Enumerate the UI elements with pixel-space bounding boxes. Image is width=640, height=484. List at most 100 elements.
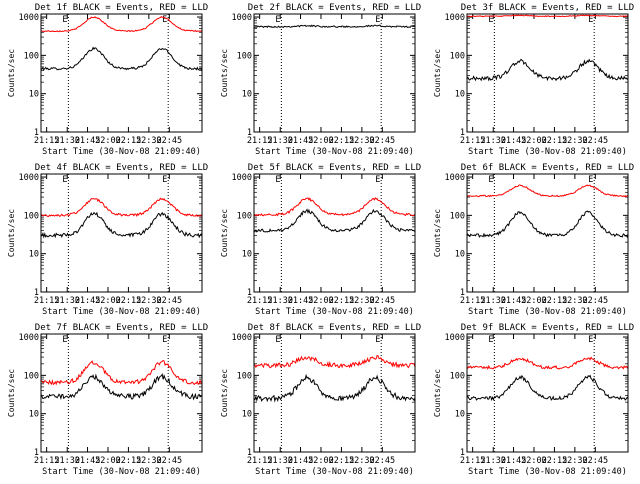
- x-tick-label: 22:30: [562, 296, 588, 306]
- x-tick-label: 21:30: [267, 296, 293, 306]
- y-tick-label: 1: [34, 128, 39, 138]
- interval-marker-label: E: [275, 15, 280, 25]
- y-tick-label: 10: [242, 410, 252, 420]
- x-axis-label: Start Time (30-Nov-08 21:09:40): [468, 307, 627, 317]
- y-tick-label: 100: [24, 211, 39, 221]
- panel-title: Det 1f BLACK = Events, RED = LLD: [35, 3, 208, 13]
- x-tick-label: 22:15: [542, 296, 568, 306]
- plot-frame: [40, 333, 203, 453]
- x-tick-label: 21:45: [288, 136, 314, 146]
- events-series-line: [254, 24, 416, 29]
- x-tick-label: 22:30: [136, 136, 162, 146]
- y-tick-label: 1000: [445, 13, 465, 23]
- x-tick-label: 21:15: [460, 136, 486, 146]
- x-tick-label: 22:30: [562, 456, 588, 466]
- x-tick-label: 21:45: [75, 456, 101, 466]
- x-tick-label: 22:30: [349, 136, 375, 146]
- y-tick-label: 100: [24, 51, 39, 61]
- x-tick-label: 21:45: [75, 296, 101, 306]
- x-tick-label: 22:45: [583, 456, 609, 466]
- x-tick-label: 21:15: [34, 456, 60, 466]
- y-tick-label: 100: [450, 51, 465, 61]
- x-tick-label: 21:30: [54, 136, 80, 146]
- y-tick-label: 1000: [19, 173, 39, 183]
- x-tick-label: 21:30: [54, 296, 80, 306]
- x-tick-label: 22:00: [521, 456, 547, 466]
- events-series-line: [253, 373, 416, 403]
- y-tick-label: 1: [460, 288, 465, 298]
- x-tick-label: 22:30: [136, 456, 162, 466]
- x-tick-label: 22:45: [370, 136, 396, 146]
- plot-frame: [466, 333, 629, 453]
- panel-title: Det 5f BLACK = Events, RED = LLD: [248, 163, 421, 173]
- plot-frame: [466, 173, 629, 293]
- y-tick-label: 1000: [445, 173, 465, 183]
- x-tick-label: 22:45: [157, 296, 183, 306]
- y-tick-label: 100: [237, 51, 252, 61]
- y-tick-label: 10: [242, 90, 252, 100]
- y-tick-label: 100: [450, 371, 465, 381]
- x-axis-label: Start Time (30-Nov-08 21:09:40): [255, 467, 414, 477]
- x-tick-label: 21:30: [480, 296, 506, 306]
- lld-series-line: [253, 354, 416, 369]
- detector-panel: Det 2f BLACK = Events, RED = LLD Counts/s…: [220, 3, 421, 157]
- events-series-line: [40, 46, 203, 71]
- y-tick-label: 1000: [232, 173, 252, 183]
- x-tick-label: 21:15: [34, 136, 60, 146]
- lld-series-line: [466, 184, 629, 198]
- panel-title: Det 7f BLACK = Events, RED = LLD: [35, 323, 208, 333]
- events-series-line: [253, 208, 416, 233]
- detector-panel: Det 1f BLACK = Events, RED = LLD Counts/s…: [7, 3, 208, 157]
- x-tick-label: 21:30: [267, 456, 293, 466]
- y-tick-label: 1: [460, 128, 465, 138]
- y-tick-label: 1: [34, 448, 39, 458]
- x-tick-label: 21:45: [75, 136, 101, 146]
- interval-marker-label: E: [62, 335, 67, 345]
- y-axis-label: Counts/sec: [433, 209, 442, 257]
- x-tick-label: 21:30: [267, 136, 293, 146]
- x-axis-label: Start Time (30-Nov-08 21:09:40): [468, 467, 627, 477]
- detector-panel: Det 5f BLACK = Events, RED = LLD Counts/s…: [220, 163, 421, 317]
- detector-panel: Det 3f BLACK = Events, RED = LLD Counts/s…: [433, 3, 634, 157]
- x-tick-label: 22:15: [116, 296, 142, 306]
- x-tick-label: 22:45: [157, 456, 183, 466]
- y-tick-label: 10: [242, 250, 252, 260]
- y-tick-label: 1: [247, 288, 252, 298]
- events-series-line: [40, 373, 203, 401]
- panel-title: Det 9f BLACK = Events, RED = LLD: [461, 323, 634, 333]
- x-tick-label: 22:15: [116, 456, 142, 466]
- x-axis-label: Start Time (30-Nov-08 21:09:40): [42, 467, 201, 477]
- panel-title: Det 6f BLACK = Events, RED = LLD: [461, 163, 634, 173]
- interval-marker-label: E: [62, 175, 67, 185]
- x-tick-label: 22:00: [95, 296, 121, 306]
- x-tick-label: 21:45: [501, 296, 527, 306]
- y-tick-label: 10: [455, 90, 465, 100]
- interval-marker-label: E: [488, 175, 493, 185]
- detector-panel: Det 6f BLACK = Events, RED = LLD Counts/s…: [433, 163, 634, 317]
- lld-series-line: [41, 15, 203, 33]
- x-axis-label: Start Time (30-Nov-08 21:09:40): [255, 147, 414, 157]
- x-tick-label: 22:45: [583, 136, 609, 146]
- x-tick-label: 22:00: [308, 296, 334, 306]
- y-axis-label: Counts/sec: [220, 369, 229, 417]
- plot-frame: [40, 173, 203, 293]
- y-tick-label: 10: [455, 250, 465, 260]
- y-axis-label: Counts/sec: [220, 209, 229, 257]
- lld-series-line: [253, 196, 416, 217]
- y-tick-label: 1000: [232, 13, 252, 23]
- y-tick-label: 1: [247, 448, 252, 458]
- x-tick-label: 22:45: [370, 296, 396, 306]
- x-tick-label: 21:15: [247, 136, 273, 146]
- x-tick-label: 22:15: [116, 136, 142, 146]
- lld-series-line: [40, 359, 202, 386]
- lld-series-line: [466, 14, 629, 18]
- interval-marker-label: E: [162, 335, 167, 345]
- plot-frame: [253, 13, 416, 133]
- x-tick-label: 22:15: [329, 136, 355, 146]
- events-series-line: [466, 210, 629, 238]
- x-axis-label: Start Time (30-Nov-08 21:09:40): [42, 307, 201, 317]
- panel-title: Det 3f BLACK = Events, RED = LLD: [461, 3, 634, 13]
- y-tick-label: 1: [247, 128, 252, 138]
- x-tick-label: 21:30: [480, 456, 506, 466]
